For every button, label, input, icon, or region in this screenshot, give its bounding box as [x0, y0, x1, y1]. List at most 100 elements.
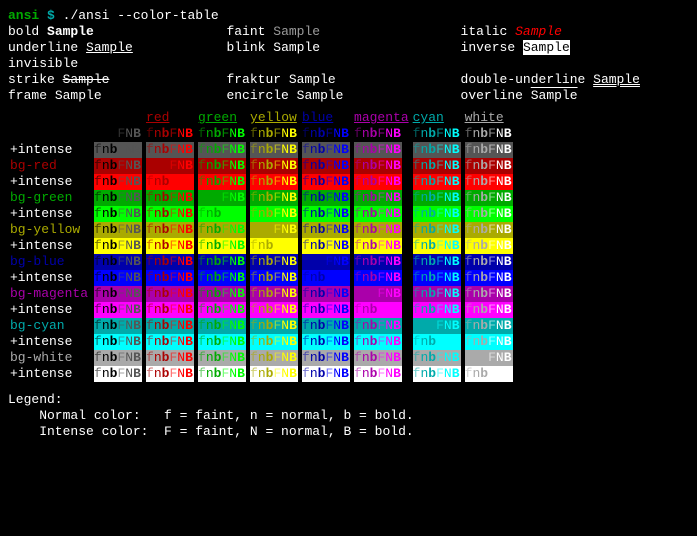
table-row: bg-blackfnbFNBfnbFNBfnbFNBfnbFNBfnbFNBfn… — [8, 126, 515, 142]
color-cell: fnbFNB — [92, 126, 144, 142]
color-cell: fnbFNB — [463, 174, 515, 190]
color-cell: fnbFNB — [92, 190, 144, 206]
prompt-sep: $ — [47, 8, 55, 23]
attr-sample: Sample — [531, 88, 578, 103]
color-cell: fnbFNB — [463, 286, 515, 302]
color-cell: fnbFNB — [92, 286, 144, 302]
col-white: white — [463, 110, 515, 126]
color-cell: fnbFNB — [144, 270, 196, 286]
attr-label: italic — [461, 24, 516, 39]
row-label: bg-magenta — [8, 286, 92, 302]
col-black: black — [92, 110, 144, 126]
color-cell: fnbFNB — [196, 238, 248, 254]
legend-line-2: Intense color: F = faint, N = normal, B … — [8, 424, 689, 440]
color-cell: fnbFNB — [144, 318, 196, 334]
color-cell: fnbFNB — [92, 302, 144, 318]
color-cell: fnbFNB — [248, 286, 300, 302]
color-cell: fnbFNB — [352, 254, 411, 270]
color-cell: fnbFNB — [352, 206, 411, 222]
attr-row: bold Sample faint Sample italic Sample — [8, 24, 689, 40]
color-cell: fnbFNB — [92, 222, 144, 238]
color-cell: fnbFNB — [248, 334, 300, 350]
row-label: bg-white — [8, 350, 92, 366]
color-cell: fnbFNB — [352, 302, 411, 318]
row-label: bg-blue — [8, 254, 92, 270]
color-cell: fnbFNB — [300, 270, 352, 286]
col-yellow: yellow — [248, 110, 300, 126]
color-cell: fnbFNB — [196, 270, 248, 286]
color-cell: fnbFNB — [463, 318, 515, 334]
color-cell: fnbFNB — [352, 270, 411, 286]
attr-sample: Sample — [86, 40, 133, 55]
color-cell: fnbFNB — [248, 270, 300, 286]
color-cell: fnbFNB — [144, 142, 196, 158]
attr-sample: Sample — [297, 88, 344, 103]
table-header-row: blackredgreenyellowbluemagentacyanwhite — [8, 110, 515, 126]
row-label: bg-red — [8, 158, 92, 174]
color-cell: fnbFNB — [463, 366, 515, 382]
color-cell: fnbFNB — [196, 318, 248, 334]
color-cell: fnbFNB — [248, 158, 300, 174]
color-cell: fnbFNB — [196, 158, 248, 174]
color-cell: fnbFNB — [248, 174, 300, 190]
color-cell: fnbFNB — [92, 254, 144, 270]
attr-italic: italic Sample — [461, 24, 562, 39]
color-cell: fnbFNB — [248, 238, 300, 254]
color-cell: fnbFNB — [196, 142, 248, 158]
attr-label: inverse — [461, 40, 523, 55]
row-label: bg-cyan — [8, 318, 92, 334]
color-cell: fnbFNB — [300, 366, 352, 382]
row-label: bg-yellow — [8, 222, 92, 238]
color-cell: fnbFNB — [248, 206, 300, 222]
attr-bold: bold Sample — [8, 24, 226, 39]
row-label: +intense — [8, 334, 92, 350]
attr-sample: Sample — [523, 40, 570, 55]
color-cell: fnbFNB — [463, 158, 515, 174]
color-cell: fnbFNB — [144, 254, 196, 270]
row-label: +intense — [8, 206, 92, 222]
color-cell: fnbFNB — [144, 350, 196, 366]
color-cell: fnbFNB — [300, 334, 352, 350]
color-cell: fnbFNB — [300, 286, 352, 302]
color-cell: fnbFNB — [300, 142, 352, 158]
attr-label: encircle — [226, 88, 296, 103]
color-cell: fnbFNB — [144, 334, 196, 350]
color-cell: fnbFNB — [196, 254, 248, 270]
color-cell: fnbFNB — [92, 318, 144, 334]
attr-underline: underline Sample — [8, 40, 226, 55]
color-cell: fnbFNB — [411, 190, 463, 206]
color-cell: fnbFNB — [352, 318, 411, 334]
color-cell: fnbFNB — [196, 174, 248, 190]
attr-row: strike Sample fraktur Sample double-unde… — [8, 72, 689, 88]
color-cell: fnbFNB — [411, 270, 463, 286]
color-cell: fnbFNB — [411, 318, 463, 334]
attr-row: invisible Sample — [8, 56, 689, 72]
color-cell: fnbFNB — [248, 366, 300, 382]
table-row: bg-magentafnbFNBfnbFNBfnbFNBfnbFNBfnbFNB… — [8, 286, 515, 302]
row-label: +intense — [8, 142, 92, 158]
table-row: +intensefnbFNBfnbFNBfnbFNBfnbFNBfnbFNBfn… — [8, 302, 515, 318]
table-row: +intensefnbFNBfnbFNBfnbFNBfnbFNBfnbFNBfn… — [8, 270, 515, 286]
legend-line-1: Normal color: f = faint, n = normal, b =… — [8, 408, 689, 424]
color-cell: fnbFNB — [92, 366, 144, 382]
color-cell: fnbFNB — [300, 158, 352, 174]
attribute-samples: bold Sample faint Sample italic Sampleun… — [8, 24, 689, 104]
row-label: +intense — [8, 270, 92, 286]
color-cell: fnbFNB — [144, 302, 196, 318]
color-cell: fnbFNB — [196, 190, 248, 206]
color-cell: fnbFNB — [144, 222, 196, 238]
color-cell: fnbFNB — [352, 350, 411, 366]
prompt-name: ansi — [8, 8, 39, 23]
table-row: +intensefnbFNBfnbFNBfnbFNBfnbFNBfnbFNBfn… — [8, 142, 515, 158]
prompt-cmd: ./ansi --color-table — [63, 8, 219, 23]
color-cell: fnbFNB — [92, 238, 144, 254]
color-cell: fnbFNB — [463, 238, 515, 254]
color-cell: fnbFNB — [352, 174, 411, 190]
color-cell: fnbFNB — [352, 366, 411, 382]
color-cell: fnbFNB — [144, 174, 196, 190]
color-cell: fnbFNB — [144, 238, 196, 254]
color-cell: fnbFNB — [144, 190, 196, 206]
table-row: +intensefnbFNBfnbFNBfnbFNBfnbFNBfnbFNBfn… — [8, 238, 515, 254]
color-cell: fnbFNB — [411, 350, 463, 366]
prompt-line: ansi $ ./ansi --color-table — [8, 8, 689, 24]
